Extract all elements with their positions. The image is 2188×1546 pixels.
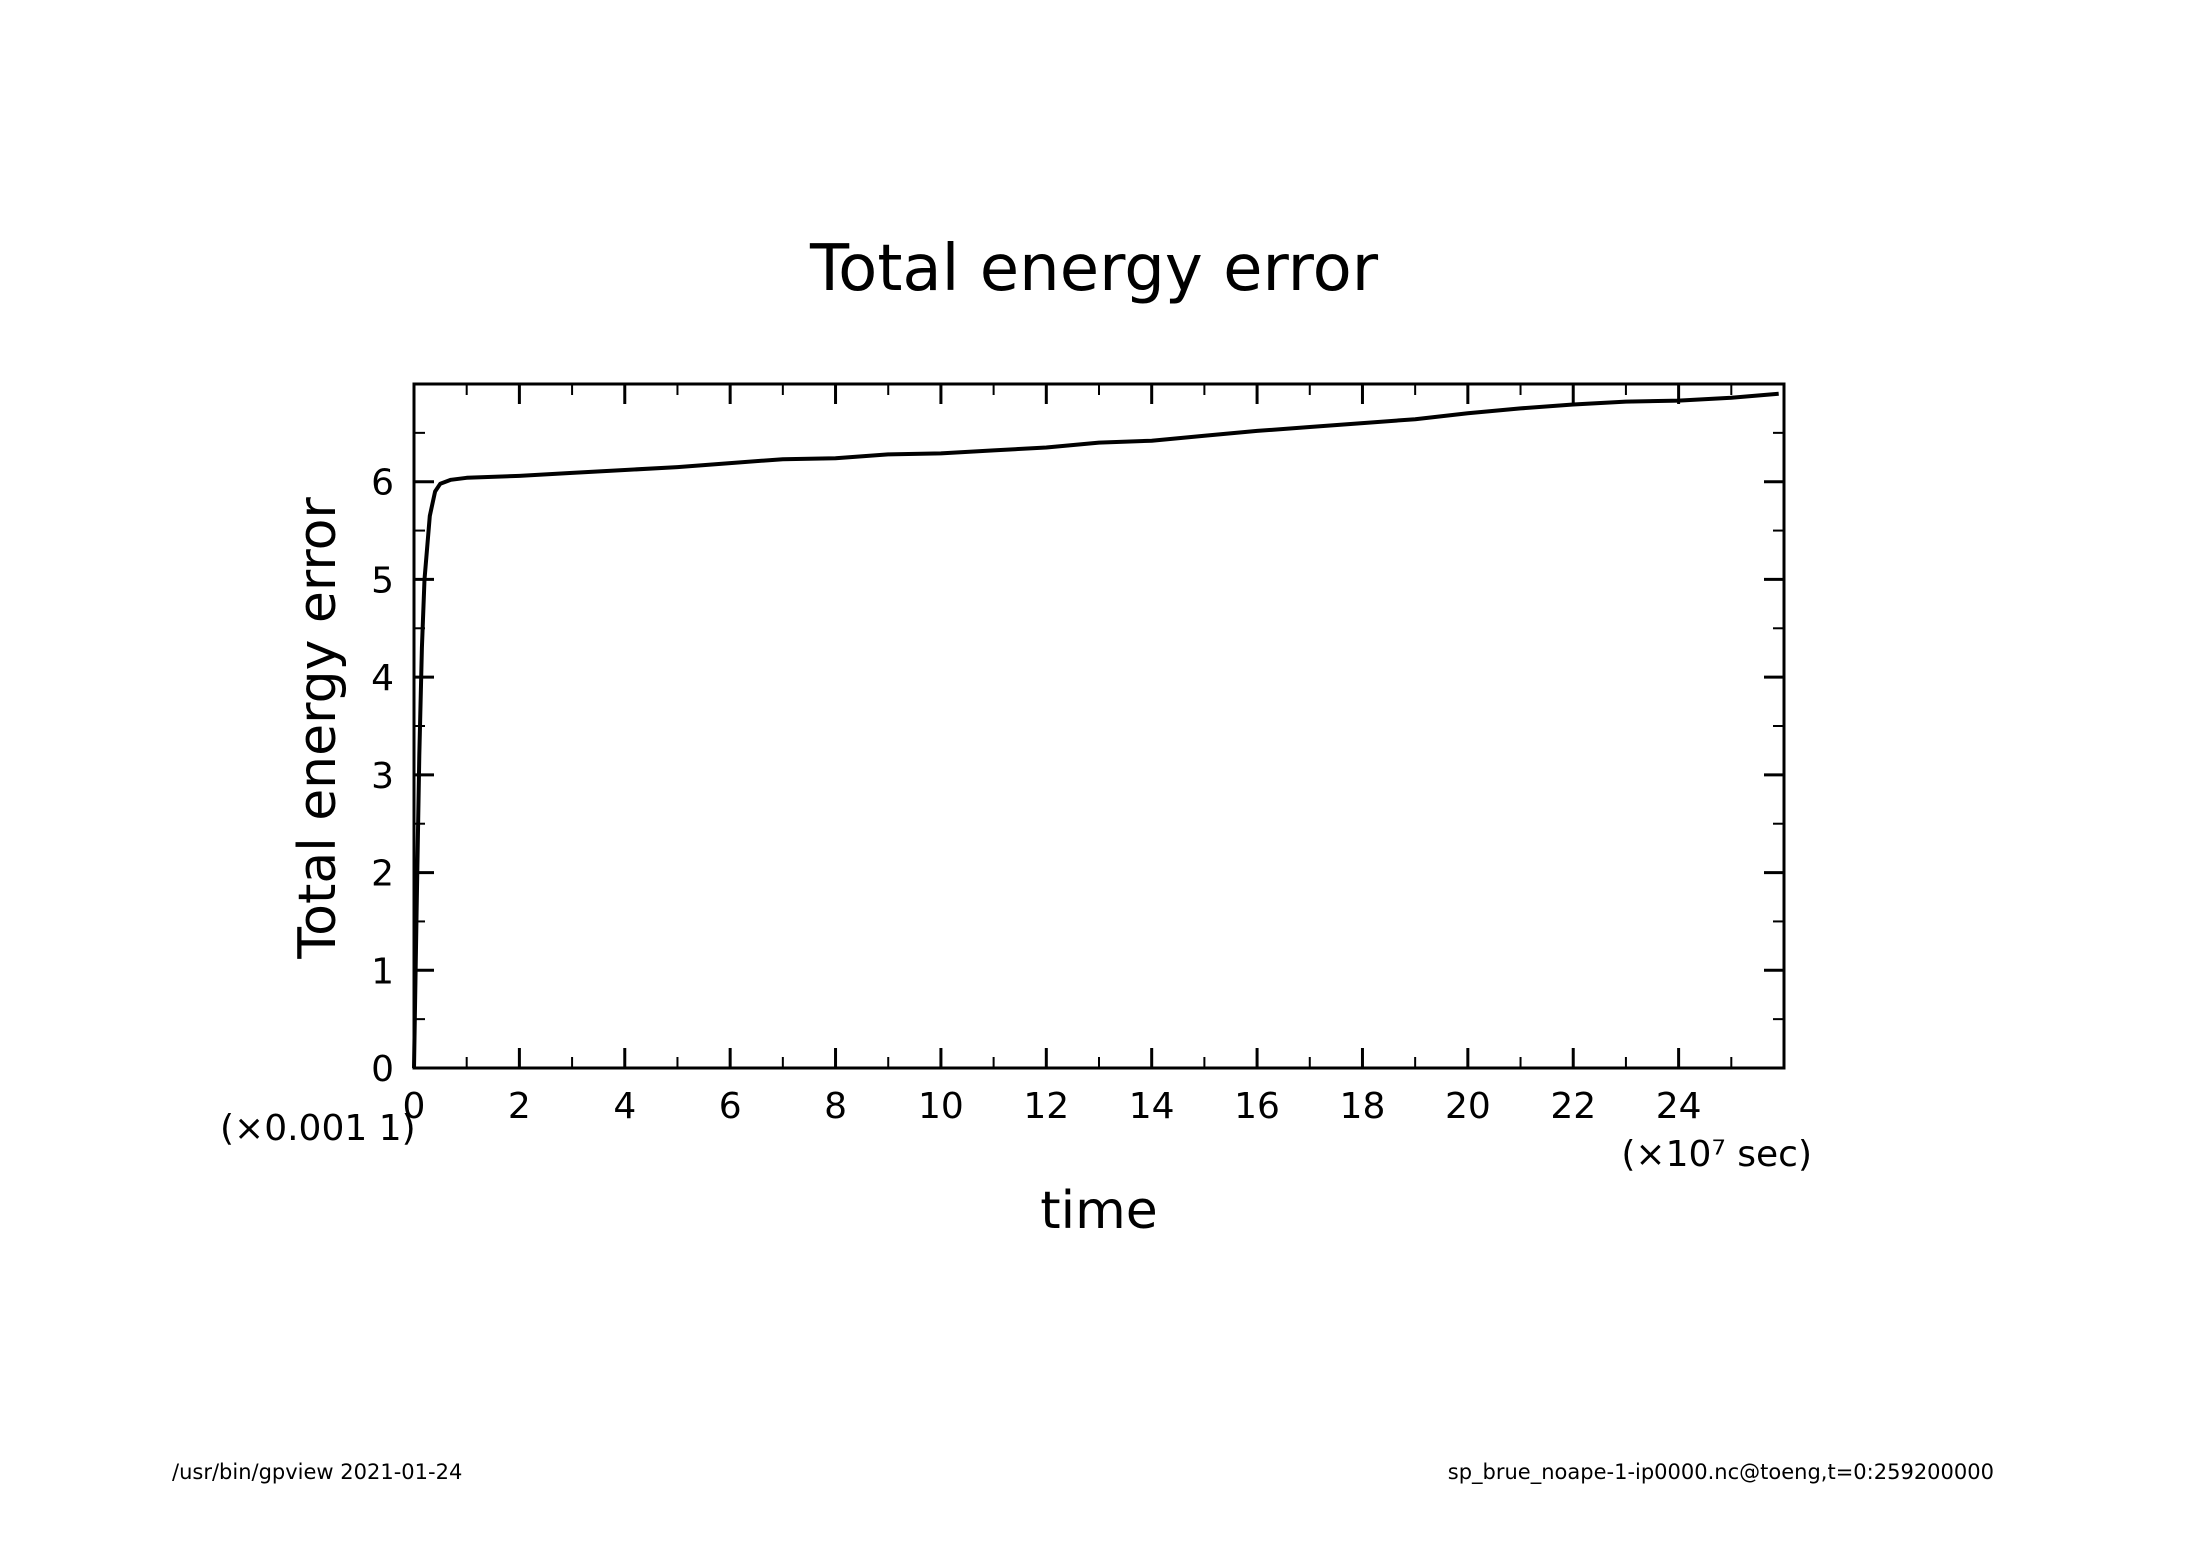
- x-tick-label: 24: [1656, 1086, 1702, 1127]
- x-tick-label: 2: [508, 1086, 531, 1127]
- y-tick-label: 0: [371, 1049, 394, 1090]
- x-tick-label: 22: [1550, 1086, 1596, 1127]
- y-axis-label: Total energy error: [288, 497, 348, 960]
- chart-title: Total energy error: [809, 232, 1379, 306]
- y-ticks: [414, 431, 1784, 1070]
- plot-frame: [412, 382, 1786, 1070]
- y-tick-label: 5: [371, 560, 394, 601]
- x-tick-label: 4: [613, 1086, 636, 1127]
- x-tick-label: 8: [824, 1086, 847, 1127]
- y-tick-label: 3: [371, 756, 394, 797]
- y-tick-label: 6: [371, 463, 394, 504]
- x-tick-label: 6: [719, 1086, 742, 1127]
- x-tick-label: 10: [918, 1086, 964, 1127]
- x-tick-labels: 0 2 4 6 8 10 12 14 16 18 20 22 24: [403, 1086, 1702, 1127]
- x-axis-label: time: [1040, 1181, 1157, 1241]
- series-group: [412, 391, 1779, 1069]
- y-tick-label: 4: [371, 658, 394, 699]
- x-scale-label: (×10⁷ sec): [1621, 1134, 1812, 1175]
- x-tick-label: 20: [1445, 1086, 1491, 1127]
- x-tick-label: 16: [1234, 1086, 1280, 1127]
- footer-right: sp_brue_noape-1-ip0000.nc@toeng,t=0:2592…: [1448, 1460, 1994, 1485]
- x-tick-label: 12: [1023, 1086, 1069, 1127]
- footer-left: /usr/bin/gpview 2021-01-24: [172, 1460, 462, 1484]
- series-line: [412, 391, 1779, 1069]
- y-tick-labels: 0 1 2 3 4 5 6: [371, 463, 394, 1090]
- y-scale-label: (×0.001 1): [220, 1108, 416, 1149]
- x-tick-label: 0: [403, 1086, 426, 1127]
- x-tick-label: 18: [1340, 1086, 1386, 1127]
- x-ticks: [412, 384, 1733, 1068]
- y-tick-label: 2: [371, 854, 394, 895]
- x-tick-label: 14: [1129, 1086, 1175, 1127]
- y-tick-label: 1: [371, 951, 394, 992]
